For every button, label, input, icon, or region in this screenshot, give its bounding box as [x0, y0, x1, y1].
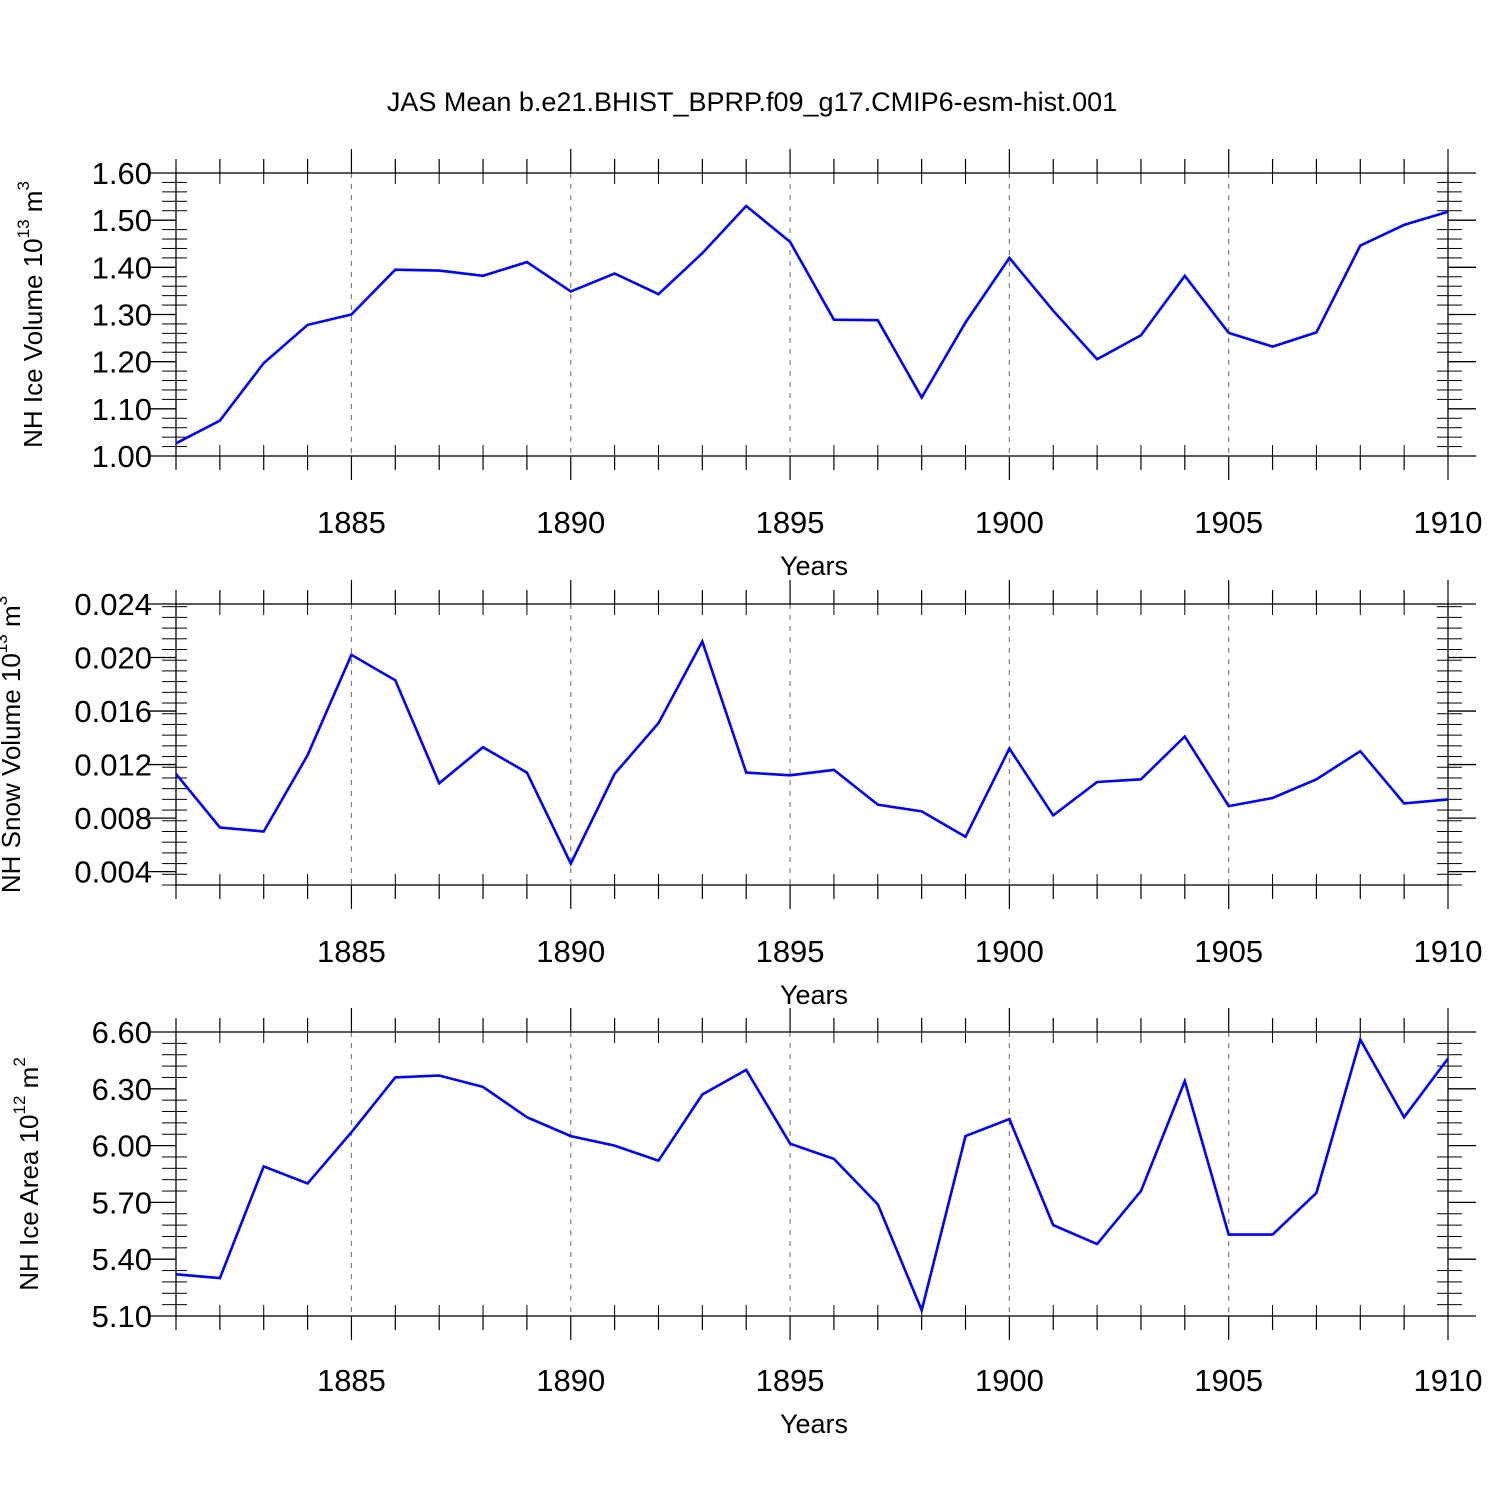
y-tick-label: 1.30 [92, 298, 152, 333]
plot-frame [175, 172, 1449, 457]
chart-panel-3: 1885 1890 1895 1900 1905 1910 5.10 5.40 5.70 6.00… [10, 1008, 1482, 1439]
y-axis-label-exponent: 12 [10, 1096, 29, 1115]
y-tick-label: 1.60 [92, 156, 152, 191]
y-axis-label: NH Snow Volume 1013 m3 [0, 596, 26, 893]
panels: 1885 1890 1895 1900 1905 1910 1.00 1.10 1.20 1.30… [0, 149, 1482, 1439]
x-tick-label: 1905 [1194, 505, 1263, 540]
y-tick-label: 1.40 [92, 250, 152, 285]
y-axis-label: NH Ice Volume 1013 m3 [14, 181, 48, 448]
x-tick-label: 1890 [536, 934, 605, 969]
x-tick-label: 1885 [317, 505, 386, 540]
x-tick-label: 1910 [1414, 505, 1483, 540]
y-tick-label: 6.00 [92, 1129, 152, 1164]
x-tick-label: 1890 [536, 1363, 605, 1398]
x-tick-label: 1905 [1194, 1363, 1263, 1398]
y-axis-label-exponent: 13 [14, 219, 33, 238]
y-tick-label: 0.016 [74, 694, 152, 729]
y-tick-label: 5.40 [92, 1242, 152, 1277]
y-tick-label: 0.012 [74, 748, 152, 783]
chart-panel-2: 1885 1890 1895 1900 1905 1910 0.004 0.008 0.012 0… [0, 580, 1482, 1010]
x-axis-label: Years [780, 1409, 848, 1439]
y-tick-label: 0.024 [74, 587, 152, 622]
y-axis-label-unit: m [14, 1067, 44, 1096]
series-line [175, 1036, 1450, 1315]
y-axis-label: NH Ice Area 1012 m2 [10, 1057, 44, 1291]
x-tick-label: 1885 [317, 934, 386, 969]
x-tick-label: 1895 [756, 1363, 825, 1398]
x-tick-label: 1900 [975, 934, 1044, 969]
y-tick-label: 1.00 [92, 439, 152, 474]
series-line [175, 204, 1449, 445]
x-axis-label: Years [780, 551, 848, 581]
plot-frame [175, 603, 1449, 886]
y-axis-label-unit-exponent: 2 [10, 1057, 29, 1066]
y-tick-label: 0.004 [74, 855, 152, 890]
y-tick-label: 0.020 [74, 641, 152, 676]
x-tick-label: 1905 [1194, 934, 1263, 969]
y-tick-label: 5.70 [92, 1185, 152, 1220]
y-tick-label: 6.60 [92, 1015, 152, 1050]
y-axis-label-unit-exponent: 3 [0, 596, 11, 605]
x-tick-label: 1895 [756, 505, 825, 540]
y-axis-label-text: NH Ice Volume 10 [18, 238, 48, 448]
x-tick-label: 1885 [317, 1363, 386, 1398]
y-axis-label-unit: m [18, 191, 48, 220]
x-tick-label: 1910 [1414, 1363, 1483, 1398]
y-axis-label-exponent: 13 [0, 634, 11, 653]
y-tick-label: 1.20 [92, 345, 152, 380]
plot-frame [175, 1031, 1449, 1317]
chart-panel-1: 1885 1890 1895 1900 1905 1910 1.00 1.10 1.20 1.30… [14, 149, 1482, 581]
x-tick-label: 1900 [975, 1363, 1044, 1398]
x-tick-label: 1900 [975, 505, 1044, 540]
y-tick-label: 1.10 [92, 392, 152, 427]
x-tick-label: 1910 [1414, 934, 1483, 969]
y-axis-label-unit-exponent: 3 [14, 181, 33, 190]
series-line [174, 638, 1449, 867]
x-axis-label: Years [780, 980, 848, 1010]
y-axis-label-unit: m [0, 605, 26, 634]
y-tick-label: 6.30 [92, 1072, 152, 1107]
y-tick-label: 1.50 [92, 203, 152, 238]
y-axis-label-text: NH Snow Volume 10 [0, 653, 26, 893]
y-axis-label-text: NH Ice Area 10 [14, 1114, 44, 1290]
x-tick-label: 1890 [536, 505, 605, 540]
y-tick-label: 5.10 [92, 1299, 152, 1334]
y-tick-label: 0.008 [74, 801, 152, 836]
x-tick-label: 1895 [756, 934, 825, 969]
figure-title: JAS Mean b.e21.BHIST_BPRP.f09_g17.CMIP6-… [387, 87, 1117, 117]
